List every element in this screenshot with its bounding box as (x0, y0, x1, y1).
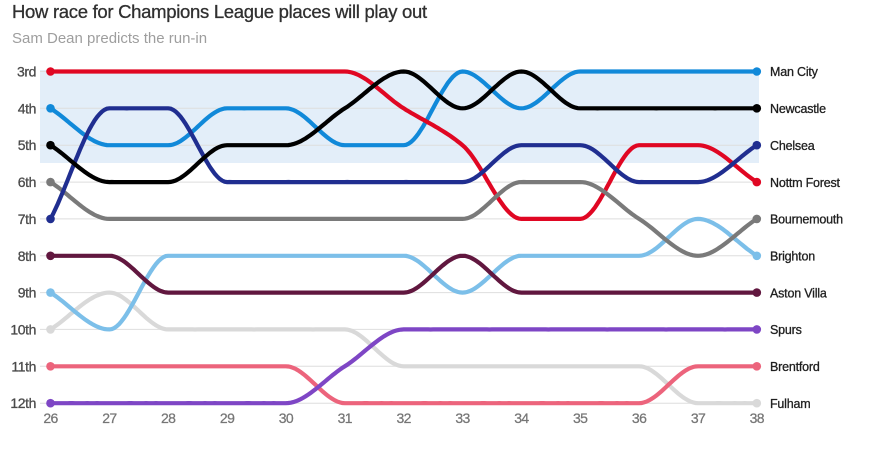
svg-text:8th: 8th (18, 248, 36, 264)
svg-text:30: 30 (279, 410, 294, 426)
svg-text:Man City: Man City (770, 65, 819, 79)
svg-text:Fulham: Fulham (770, 397, 810, 411)
svg-text:26: 26 (43, 410, 58, 426)
svg-text:28: 28 (161, 410, 176, 426)
svg-text:6th: 6th (18, 174, 36, 190)
svg-text:3rd: 3rd (17, 64, 36, 80)
svg-text:11th: 11th (11, 358, 36, 374)
svg-text:35: 35 (573, 410, 588, 426)
svg-text:5th: 5th (18, 137, 36, 153)
svg-text:Nottm Forest: Nottm Forest (770, 176, 841, 190)
svg-text:36: 36 (632, 410, 647, 426)
svg-text:4th: 4th (18, 100, 36, 116)
svg-text:Spurs: Spurs (770, 323, 802, 337)
svg-text:29: 29 (220, 410, 235, 426)
svg-text:Aston Villa: Aston Villa (770, 286, 827, 300)
svg-text:12th: 12th (10, 395, 36, 411)
svg-text:10th: 10th (10, 321, 36, 337)
svg-text:27: 27 (102, 410, 117, 426)
svg-text:38: 38 (750, 410, 765, 426)
svg-text:Brighton: Brighton (770, 249, 815, 263)
svg-text:Chelsea: Chelsea (770, 139, 815, 153)
svg-text:37: 37 (691, 410, 706, 426)
svg-text:32: 32 (397, 410, 412, 426)
svg-text:9th: 9th (18, 285, 36, 301)
svg-text:31: 31 (338, 410, 353, 426)
svg-text:Newcastle: Newcastle (770, 102, 826, 116)
svg-text:34: 34 (514, 410, 529, 426)
svg-text:7th: 7th (18, 211, 36, 227)
svg-text:Brentford: Brentford (770, 360, 820, 374)
svg-text:33: 33 (455, 410, 470, 426)
svg-text:Bournemouth: Bournemouth (770, 213, 843, 227)
